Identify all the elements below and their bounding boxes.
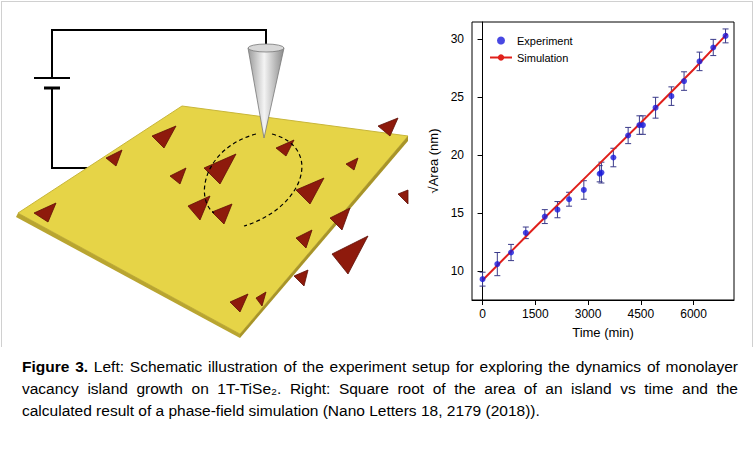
svg-text:25: 25 (451, 90, 465, 104)
svg-text:4500: 4500 (627, 307, 654, 321)
svg-text:6000: 6000 (680, 307, 707, 321)
svg-text:15: 15 (451, 206, 465, 220)
svg-text:Experiment: Experiment (517, 35, 573, 47)
svg-text:√Area (nm): √Area (nm) (426, 129, 441, 194)
svg-text:30: 30 (451, 32, 465, 46)
svg-text:10: 10 (451, 264, 465, 278)
svg-text:20: 20 (451, 148, 465, 162)
html-text:Figure 3. Left: Schematic illu: Figure 3. Left: Schematic illustration o… (22, 358, 738, 419)
svg-text:Time (min): Time (min) (572, 325, 634, 340)
svg-text:1500: 1500 (522, 307, 549, 321)
svg-text:Simulation: Simulation (517, 52, 568, 64)
svg-text:3000: 3000 (575, 307, 602, 321)
svg-text:0: 0 (479, 307, 486, 321)
